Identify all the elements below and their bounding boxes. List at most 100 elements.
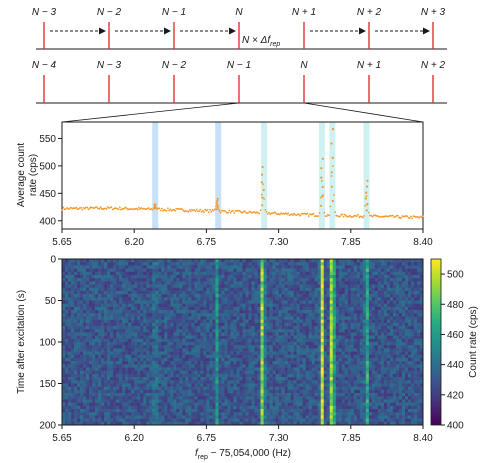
heatmap-cell <box>275 348 279 352</box>
heatmap-cell <box>302 310 306 314</box>
heatmap-cell <box>329 310 334 314</box>
heatmap-cell <box>401 290 406 295</box>
heatmap-cell <box>284 338 288 343</box>
heatmap-cell <box>398 354 403 359</box>
heatmap-cell <box>197 335 201 340</box>
heatmap-cell <box>419 303 424 308</box>
heatmap-cell <box>272 322 276 327</box>
heatmap-cell <box>161 319 165 324</box>
heatmap-cell <box>89 342 93 346</box>
heatmap-cell <box>356 373 361 378</box>
heatmap-cell <box>167 357 171 362</box>
heatmap-cell <box>152 297 156 301</box>
heatmap-cell <box>236 342 240 346</box>
heatmap-cell <box>158 274 162 279</box>
heatmap-cell <box>155 364 159 368</box>
scatter-point <box>345 214 347 217</box>
heatmap-cell <box>278 345 282 349</box>
heatmap-cell <box>197 303 201 308</box>
heatmap-cell <box>110 342 114 346</box>
heatmap-cell <box>305 310 309 314</box>
heatmap-cell <box>374 274 379 279</box>
heatmap-cell <box>170 338 174 343</box>
heatmap-cell <box>383 294 388 298</box>
heatmap-cell <box>206 316 210 320</box>
heatmap-cell <box>284 370 288 375</box>
heatmap-cell <box>230 377 234 381</box>
heatmap-cell <box>128 310 132 314</box>
heatmap-cell <box>242 332 246 336</box>
heatmap-cell <box>356 357 361 362</box>
heatmap-cell <box>365 332 370 336</box>
heatmap-cell <box>164 271 168 276</box>
heatmap-cell <box>164 268 168 273</box>
heatmap-cell <box>410 278 415 282</box>
heatmap-cell <box>338 345 343 349</box>
heatmap-cell <box>392 345 397 349</box>
heatmap-cell <box>251 354 255 359</box>
heatmap-cell <box>236 373 240 378</box>
heatmap-cell <box>290 367 294 372</box>
heatmap-cell <box>272 335 276 340</box>
heatmap-cell <box>140 268 144 273</box>
heatmap-cell <box>365 259 370 263</box>
heatmap-cell <box>65 357 69 362</box>
heatmap-cell <box>254 361 258 365</box>
heatmap-cell <box>233 300 237 304</box>
heatmap-cell <box>194 335 198 340</box>
heatmap-cell <box>68 357 72 362</box>
heatmap-cell <box>287 342 291 346</box>
heatmap-cell <box>392 259 397 263</box>
heatmap-cell <box>74 268 78 273</box>
heatmap-cell <box>128 332 132 336</box>
heatmap-cell <box>287 319 291 324</box>
heatmap-cell <box>332 364 337 368</box>
scatter-point <box>408 217 411 219</box>
heatmap-cell <box>248 354 252 359</box>
heatmap-cell <box>176 370 180 375</box>
heatmap-cell <box>311 348 315 352</box>
heatmap-cell <box>236 259 240 263</box>
heatmap-cell <box>80 287 84 292</box>
heatmap-cell <box>206 259 210 263</box>
heatmap-cell <box>389 357 394 362</box>
heatmap-cell <box>95 278 99 282</box>
heatmap-cell <box>362 274 367 279</box>
heatmap-cell <box>77 351 81 356</box>
heatmap-cell <box>416 300 421 304</box>
heatmap-cell <box>149 259 153 263</box>
heatmap-cell <box>113 357 117 362</box>
heatmap-cell <box>95 364 99 368</box>
heatmap-cell <box>362 278 367 282</box>
heatmap-cell <box>338 306 343 311</box>
heatmap-cell <box>353 310 358 314</box>
heatmap-cell <box>152 329 156 333</box>
heatmap-cell <box>344 287 349 292</box>
heatmap-cell <box>104 348 108 352</box>
heatmap-cell <box>287 287 291 292</box>
heatmap-cell <box>152 265 156 269</box>
heatmap-cell <box>335 278 340 282</box>
heatmap-cell <box>383 342 388 346</box>
heatmap-cell <box>104 367 108 372</box>
heatmap-cell <box>209 373 213 378</box>
heatmap-cell <box>101 335 105 340</box>
heatmap-cell <box>404 271 409 276</box>
heatmap-cell <box>320 370 325 375</box>
heatmap-cell <box>101 268 105 273</box>
scatter-point <box>124 206 127 209</box>
heatmap-cell <box>407 326 412 330</box>
heatmap-cell <box>308 377 312 381</box>
heatmap-cell <box>89 306 93 311</box>
heatmap-cell <box>215 281 219 285</box>
heatmap-cell <box>77 370 81 375</box>
heatmap-cell <box>245 329 249 333</box>
heatmap-cell <box>197 370 201 375</box>
heatmap-cell <box>371 332 376 336</box>
heatmap-cell <box>350 313 355 317</box>
heatmap-cell <box>404 377 409 381</box>
heatmap-cell <box>104 259 108 263</box>
heatmap-cell <box>122 274 126 279</box>
scatter-point <box>264 209 267 211</box>
heatmap-cell <box>92 297 96 301</box>
